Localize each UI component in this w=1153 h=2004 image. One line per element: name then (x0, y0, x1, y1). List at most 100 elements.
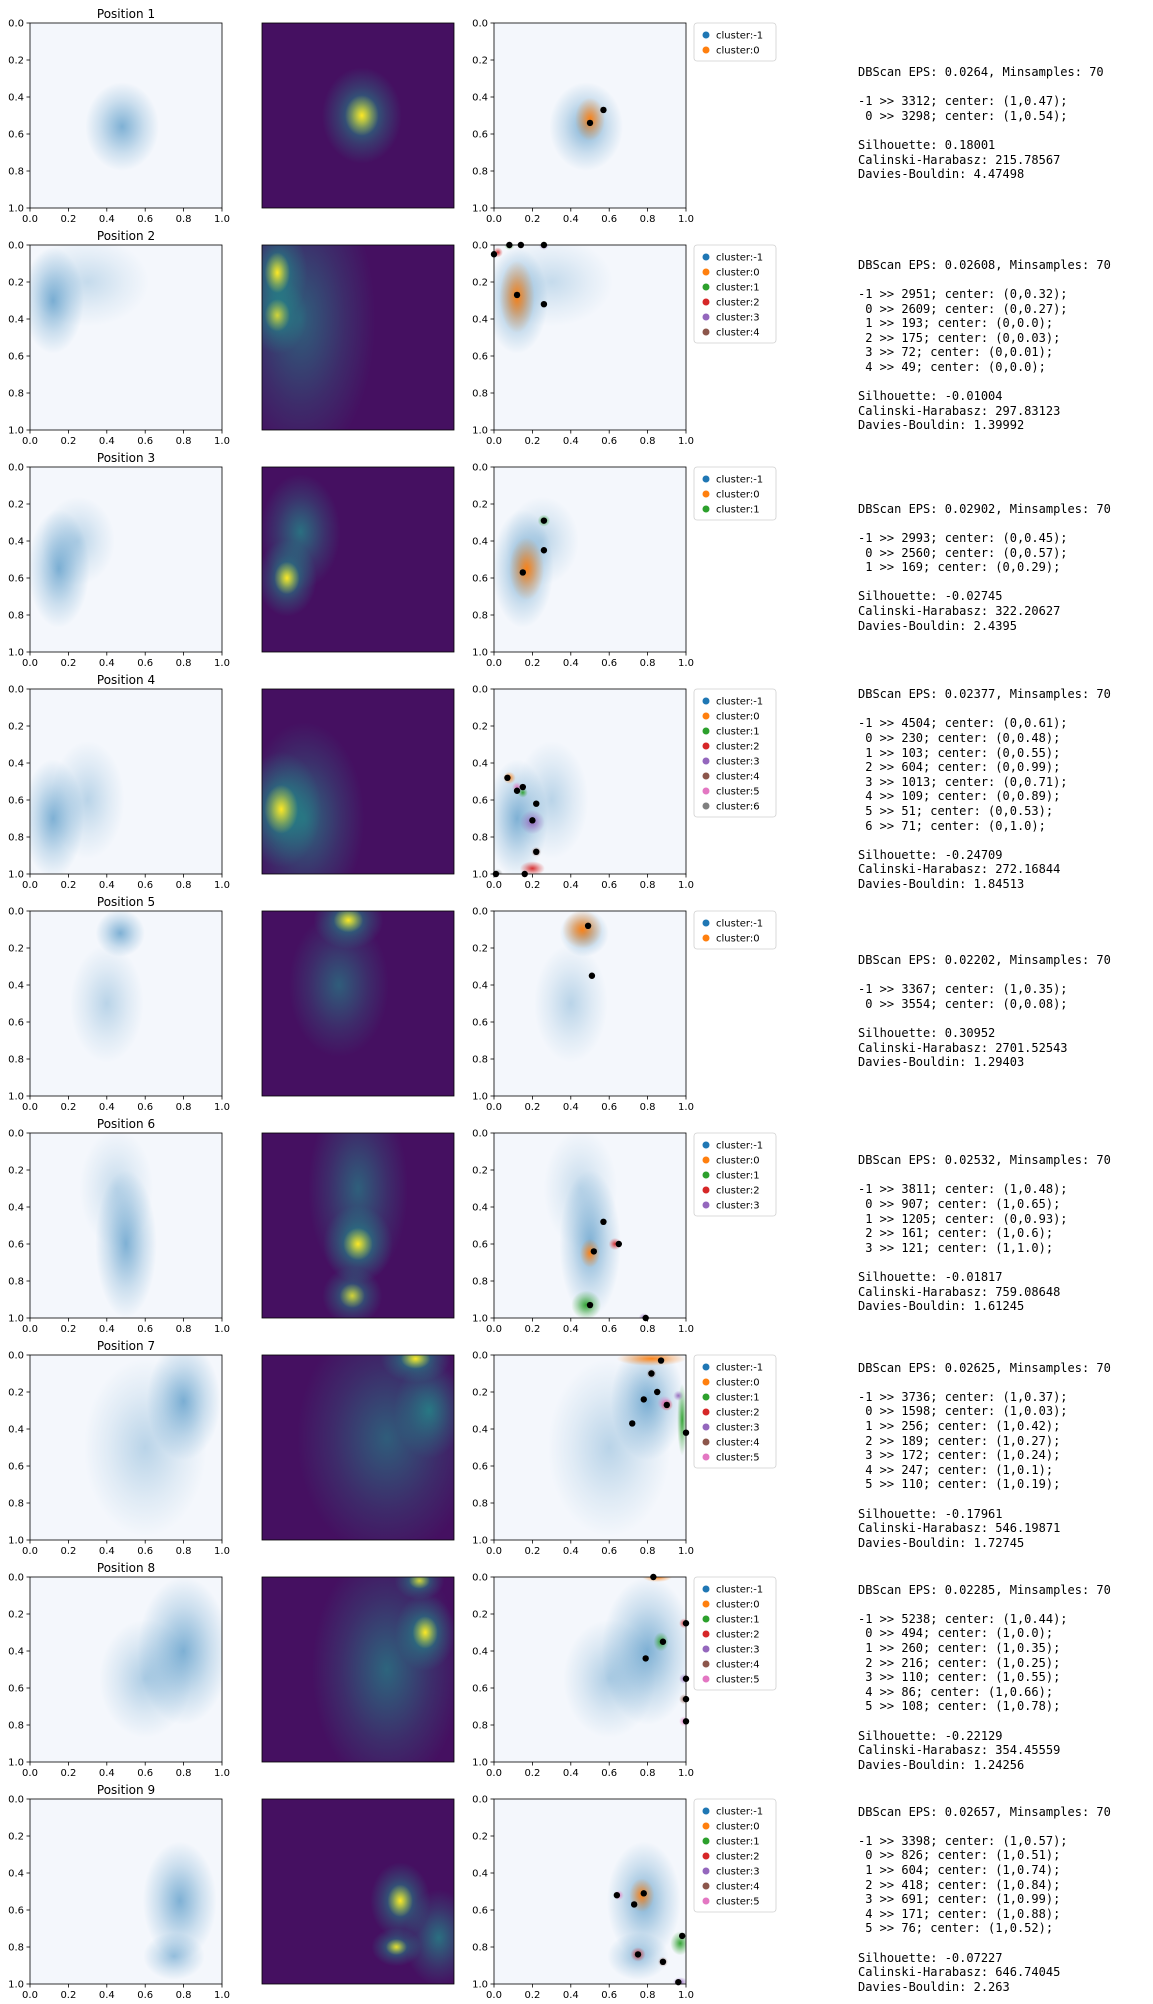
legend-marker (702, 1201, 710, 1209)
x-tick-label: 0.6 (601, 1546, 617, 1557)
cluster-center-point (513, 291, 521, 299)
x-tick-label: 0.2 (524, 1102, 540, 1113)
y-tick-label: 0.6 (472, 130, 488, 141)
x-tick-label: 1.0 (214, 1324, 230, 1335)
scatter-plot: 0.0 0.0 0.2 0.2 0.4 0.4 0.6 0.6 0.8 0.8 1.0 1.0 (8, 463, 230, 670)
legend-marker (702, 505, 710, 513)
y-tick-label: 0.4 (8, 759, 24, 770)
y-tick-label: 0.0 (472, 685, 488, 696)
cluster-center-point (600, 1218, 607, 1226)
y-tick-label: 0.2 (472, 1610, 488, 1621)
legend-label: cluster:0 (716, 1378, 760, 1389)
legend-marker (702, 268, 710, 276)
density-blob (547, 1358, 671, 1537)
cluster-region (642, 1577, 673, 1582)
legend-label: cluster:2 (716, 1852, 760, 1863)
x-tick-label: 1.0 (678, 1102, 694, 1113)
cluster-plot: 0.0 0.0 0.2 0.2 0.4 0.4 0.6 0.6 0.8 0.8 1.0 1.0 (472, 241, 694, 448)
legend-label: cluster:0 (716, 490, 760, 501)
legend: cluster:-1 cluster:0 (693, 910, 777, 950)
y-tick-label: 0.4 (8, 1869, 24, 1880)
legend-marker (702, 328, 710, 336)
panel-row: 0.0 0.0 0.2 0.2 0.4 0.4 0.6 0.6 0.8 0.8 1.0 1.0 Posi… (8, 1117, 777, 1335)
y-tick-label: 1.0 (472, 1536, 488, 1547)
y-tick-label: 0.0 (8, 1795, 24, 1806)
cluster-center-point (657, 1357, 665, 1364)
x-tick-label: 0.0 (22, 1768, 38, 1779)
legend-label: cluster:0 (716, 1600, 760, 1611)
y-tick-label: 0.4 (8, 1425, 24, 1436)
x-tick-label: 0.4 (99, 214, 115, 225)
legend-label: cluster:-1 (716, 253, 763, 264)
cluster-region (580, 1238, 600, 1268)
x-tick-label: 0.2 (524, 1990, 540, 2001)
axes-frame (29, 466, 223, 653)
cluster-center-point (654, 1388, 661, 1396)
heatmap (261, 1576, 455, 1763)
heat-region (262, 474, 341, 590)
legend-label: cluster:-1 (716, 697, 763, 708)
legend-label: cluster:4 (716, 772, 760, 783)
y-tick-label: 0.6 (472, 1906, 488, 1917)
y-tick-label: 0.0 (472, 1795, 488, 1806)
legend-marker (702, 1378, 710, 1386)
legend-marker (702, 1453, 710, 1461)
x-tick-label: 0.0 (486, 1324, 502, 1335)
heatmap (261, 22, 455, 209)
y-tick-label: 0.8 (472, 1055, 488, 1066)
y-tick-label: 0.8 (8, 1055, 24, 1066)
x-tick-label: 0.6 (137, 1546, 153, 1557)
cluster-region (571, 1290, 602, 1318)
legend-marker (702, 772, 710, 780)
legend-label: cluster:0 (716, 712, 760, 723)
panel-row: 0.0 0.0 0.2 0.2 0.4 0.4 0.6 0.6 0.8 0.8 1.0 1.0 Posi… (8, 1339, 777, 1557)
legend-marker (702, 1600, 710, 1608)
y-tick-label: 0.8 (8, 611, 24, 622)
cluster-region (616, 1355, 686, 1366)
legend-label: cluster:2 (716, 742, 760, 753)
legend-marker (702, 475, 710, 483)
heat-peak (408, 1577, 430, 1589)
y-tick-label: 0.6 (8, 1906, 24, 1917)
cluster-plot: 0.0 0.0 0.2 0.2 0.4 0.4 0.6 0.6 0.8 0.8 1.0 1.0 (472, 907, 694, 1114)
dbscan-stats: DBScan EPS: 0.02657, Minsamples: 70 -1 >… (858, 1804, 1111, 1994)
x-tick-label: 0.8 (176, 658, 192, 669)
x-tick-label: 1.0 (214, 658, 230, 669)
y-tick-label: 1.0 (8, 1758, 24, 1769)
axes-frame (493, 1354, 687, 1541)
x-tick-label: 0.2 (524, 880, 540, 891)
density-blob (41, 496, 115, 586)
y-tick-label: 0.6 (8, 1462, 24, 1473)
legend-label: cluster:0 (716, 268, 760, 279)
y-tick-label: 0.6 (472, 1018, 488, 1029)
density-blob (142, 1841, 217, 1960)
y-tick-label: 1.0 (472, 870, 488, 881)
heat-peak (400, 1355, 431, 1369)
legend-label: cluster:5 (716, 1453, 760, 1464)
x-tick-label: 0.2 (60, 436, 76, 447)
y-tick-label: 0.6 (472, 574, 488, 585)
x-tick-label: 0.6 (601, 1102, 617, 1113)
axes-frame (29, 244, 223, 431)
cluster-center-point (642, 1655, 649, 1662)
y-tick-label: 0.4 (8, 1647, 24, 1658)
cluster-center-point (529, 817, 536, 824)
x-tick-label: 0.4 (563, 1324, 579, 1335)
y-tick-label: 0.2 (8, 278, 24, 289)
legend-label: cluster:4 (716, 1660, 760, 1671)
cluster-center-point (519, 569, 526, 576)
legend-label: cluster:3 (716, 1201, 760, 1212)
y-tick-label: 0.2 (472, 1832, 488, 1843)
panel-title: Position 1 (97, 7, 155, 21)
x-tick-label: 0.6 (601, 214, 617, 225)
cluster-center-point (586, 1301, 594, 1309)
x-tick-label: 0.8 (640, 214, 656, 225)
heat-region (403, 1889, 454, 1984)
scatter-plot: 0.0 0.0 0.2 0.2 0.4 0.4 0.6 0.6 0.8 0.8 1.0 1.0 (8, 241, 230, 448)
legend-marker (702, 1807, 710, 1815)
y-tick-label: 0.4 (8, 315, 24, 326)
legend-label: cluster:2 (716, 298, 760, 309)
y-tick-label: 0.6 (472, 1684, 488, 1695)
y-tick-label: 0.8 (472, 167, 488, 178)
axes-frame (29, 910, 223, 1097)
